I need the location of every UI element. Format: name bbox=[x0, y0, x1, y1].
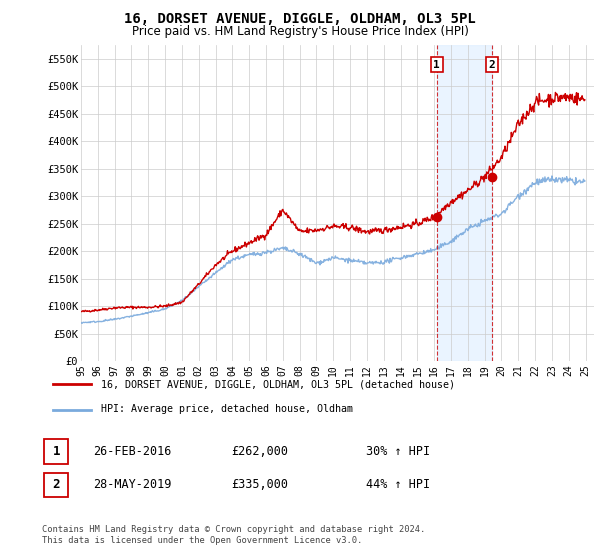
Text: 26-FEB-2016: 26-FEB-2016 bbox=[93, 445, 172, 458]
FancyBboxPatch shape bbox=[44, 473, 68, 497]
Text: Contains HM Land Registry data © Crown copyright and database right 2024.
This d: Contains HM Land Registry data © Crown c… bbox=[42, 525, 425, 545]
Text: 16, DORSET AVENUE, DIGGLE, OLDHAM, OL3 5PL (detached house): 16, DORSET AVENUE, DIGGLE, OLDHAM, OL3 5… bbox=[101, 380, 455, 390]
Text: 1: 1 bbox=[53, 445, 60, 458]
Text: 1: 1 bbox=[433, 60, 440, 69]
Text: 16, DORSET AVENUE, DIGGLE, OLDHAM, OL3 5PL: 16, DORSET AVENUE, DIGGLE, OLDHAM, OL3 5… bbox=[124, 12, 476, 26]
Text: £262,000: £262,000 bbox=[231, 445, 288, 458]
Text: 44% ↑ HPI: 44% ↑ HPI bbox=[366, 478, 430, 492]
Text: HPI: Average price, detached house, Oldham: HPI: Average price, detached house, Oldh… bbox=[101, 404, 353, 414]
Text: 2: 2 bbox=[53, 478, 60, 492]
Text: 30% ↑ HPI: 30% ↑ HPI bbox=[366, 445, 430, 458]
Text: Price paid vs. HM Land Registry's House Price Index (HPI): Price paid vs. HM Land Registry's House … bbox=[131, 25, 469, 38]
Text: £335,000: £335,000 bbox=[231, 478, 288, 492]
Text: 2: 2 bbox=[488, 60, 495, 69]
Bar bbox=[437, 45, 492, 361]
Text: 28-MAY-2019: 28-MAY-2019 bbox=[93, 478, 172, 492]
FancyBboxPatch shape bbox=[44, 439, 68, 464]
